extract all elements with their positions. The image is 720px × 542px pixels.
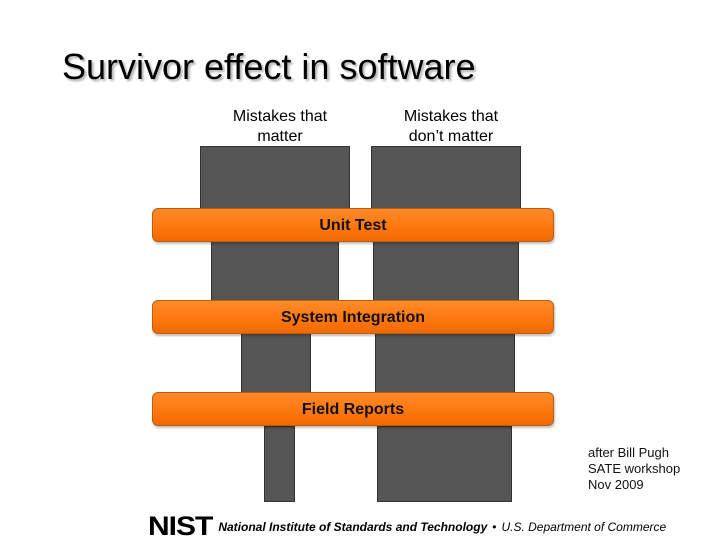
stage-band-unit-test [152, 208, 554, 242]
nist-logo: NIST [148, 511, 213, 542]
column-label-mistakes-that-dont-matter: Mistakes that don’t matter [403, 108, 499, 145]
department-name: U.S. Department of Commerce [501, 520, 667, 534]
stage-band-field-reports [152, 392, 554, 426]
stage-label-field-reports: Field Reports [301, 401, 405, 418]
bar-matter-after-unit-test [211, 241, 339, 301]
bar-dont-matter-after-unit-test [373, 241, 519, 301]
stage-label-system-integration: System Integration [280, 309, 426, 326]
footer-bar: NIST National Institute of Standards and… [148, 512, 666, 542]
bar-matter-after-system-integration [241, 333, 311, 394]
stage-band-system-integration [152, 300, 554, 334]
bar-dont-matter-after-field-reports [377, 426, 512, 502]
bar-matter-before-unit-test [200, 146, 350, 210]
bar-dont-matter-before-unit-test [371, 146, 521, 210]
slide-title: Survivor effect in software [62, 46, 476, 87]
bar-dont-matter-after-system-integration [375, 333, 515, 394]
stage-label-unit-test: Unit Test [319, 217, 387, 234]
column-label-mistakes-that-matter: Mistakes that matter [232, 108, 328, 145]
footer-separator: • [492, 520, 497, 534]
institution-name: National Institute of Standards and Tech… [218, 520, 488, 534]
bar-matter-after-field-reports [264, 426, 295, 502]
credit-note: after Bill Pugh SATE workshop Nov 2009 [588, 445, 681, 492]
